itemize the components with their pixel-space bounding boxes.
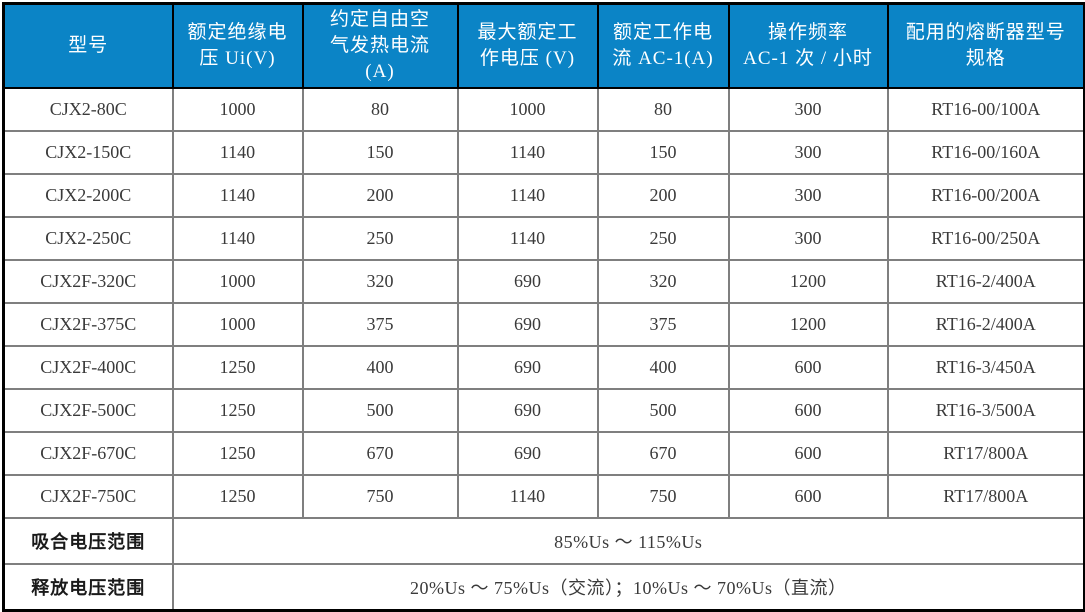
insulation-voltage-cell: 1250 <box>171 345 304 390</box>
thermal-current-cell: 400 <box>301 345 459 390</box>
fuse-spec-cell: RT16-3/450A <box>886 345 1085 390</box>
operation-frequency-cell: 300 <box>727 216 889 261</box>
max-working-voltage-cell: 690 <box>456 388 599 433</box>
table-row: CJX2F-750C 1250 750 1140 750 600 RT17/80… <box>2 474 1085 519</box>
fuse-spec-cell: RT16-00/100A <box>886 87 1085 132</box>
operation-frequency-cell: 300 <box>727 130 889 175</box>
pickup-voltage-value: 85%Us ～ 115%Us <box>171 517 1085 565</box>
working-current-cell: 150 <box>596 130 730 175</box>
operation-frequency-cell: 600 <box>727 345 889 390</box>
fuse-spec-cell: RT16-00/160A <box>886 130 1085 175</box>
thermal-current-cell: 500 <box>301 388 459 433</box>
max-working-voltage-cell: 690 <box>456 259 599 304</box>
thermal-current-cell: 670 <box>301 431 459 476</box>
insulation-voltage-cell: 1250 <box>171 474 304 519</box>
operation-frequency-cell: 300 <box>727 173 889 218</box>
fuse-spec-cell: RT17/800A <box>886 431 1085 476</box>
thermal-current-cell: 320 <box>301 259 459 304</box>
model-cell: CJX2F-375C <box>2 302 174 347</box>
column-header-model: 型号 <box>2 2 174 89</box>
model-cell: CJX2F-750C <box>2 474 174 519</box>
table-row: CJX2F-500C 1250 500 690 500 600 RT16-3/5… <box>2 388 1085 433</box>
insulation-voltage-cell: 1140 <box>171 130 304 175</box>
column-header-insulation-voltage: 额定绝缘电 压 Ui(V) <box>171 2 304 89</box>
column-header-fuse-spec: 配用的熔断器型号 规格 <box>886 2 1085 89</box>
working-current-cell: 670 <box>596 431 730 476</box>
insulation-voltage-cell: 1250 <box>171 388 304 433</box>
table-row: CJX2-80C 1000 80 1000 80 300 RT16-00/100… <box>2 87 1085 132</box>
table-row: CJX2F-400C 1250 400 690 400 600 RT16-3/4… <box>2 345 1085 390</box>
table-row: CJX2-200C 1140 200 1140 200 300 RT16-00/… <box>2 173 1085 218</box>
release-voltage-value: 20%Us ～ 75%Us（交流）；10%Us ～ 70%Us（直流） <box>171 563 1085 611</box>
max-working-voltage-cell: 1000 <box>456 87 599 132</box>
working-current-cell: 80 <box>596 87 730 132</box>
fuse-spec-cell: RT16-00/200A <box>886 173 1085 218</box>
insulation-voltage-cell: 1000 <box>171 302 304 347</box>
working-current-cell: 750 <box>596 474 730 519</box>
footer-row-release-voltage: 释放电压范围 20%Us ～ 75%Us（交流）；10%Us ～ 70%Us（直… <box>2 563 1085 611</box>
release-voltage-label: 释放电压范围 <box>2 563 174 611</box>
insulation-voltage-cell: 1140 <box>171 173 304 218</box>
max-working-voltage-cell: 1140 <box>456 173 599 218</box>
working-current-cell: 375 <box>596 302 730 347</box>
model-cell: CJX2-200C <box>2 173 174 218</box>
insulation-voltage-cell: 1000 <box>171 259 304 304</box>
header-row: 型号 额定绝缘电 压 Ui(V) 约定自由空 气发热电流 (A) 最大额定工 作… <box>2 2 1085 89</box>
thermal-current-cell: 750 <box>301 474 459 519</box>
fuse-spec-cell: RT16-3/500A <box>886 388 1085 433</box>
fuse-spec-cell: RT16-00/250A <box>886 216 1085 261</box>
working-current-cell: 400 <box>596 345 730 390</box>
column-header-thermal-current: 约定自由空 气发热电流 (A) <box>301 2 459 89</box>
working-current-cell: 500 <box>596 388 730 433</box>
insulation-voltage-cell: 1250 <box>171 431 304 476</box>
operation-frequency-cell: 600 <box>727 431 889 476</box>
table-row: CJX2-150C 1140 150 1140 150 300 RT16-00/… <box>2 130 1085 175</box>
table-row: CJX2F-375C 1000 375 690 375 1200 RT16-2/… <box>2 302 1085 347</box>
operation-frequency-cell: 300 <box>727 87 889 132</box>
pickup-voltage-label: 吸合电压范围 <box>2 517 174 565</box>
thermal-current-cell: 200 <box>301 173 459 218</box>
operation-frequency-cell: 1200 <box>727 302 889 347</box>
model-cell: CJX2F-320C <box>2 259 174 304</box>
max-working-voltage-cell: 690 <box>456 431 599 476</box>
working-current-cell: 200 <box>596 173 730 218</box>
operation-frequency-cell: 1200 <box>727 259 889 304</box>
insulation-voltage-cell: 1140 <box>171 216 304 261</box>
footer-row-pickup-voltage: 吸合电压范围 85%Us ～ 115%Us <box>2 517 1085 565</box>
thermal-current-cell: 80 <box>301 87 459 132</box>
column-header-max-working-voltage: 最大额定工 作电压 (V) <box>456 2 599 89</box>
model-cell: CJX2-150C <box>2 130 174 175</box>
max-working-voltage-cell: 690 <box>456 302 599 347</box>
model-cell: CJX2-250C <box>2 216 174 261</box>
thermal-current-cell: 375 <box>301 302 459 347</box>
thermal-current-cell: 150 <box>301 130 459 175</box>
operation-frequency-cell: 600 <box>727 388 889 433</box>
max-working-voltage-cell: 1140 <box>456 130 599 175</box>
model-cell: CJX2-80C <box>2 87 174 132</box>
model-cell: CJX2F-400C <box>2 345 174 390</box>
working-current-cell: 320 <box>596 259 730 304</box>
working-current-cell: 250 <box>596 216 730 261</box>
max-working-voltage-cell: 1140 <box>456 216 599 261</box>
column-header-working-current: 额定工作电 流 AC-1(A) <box>596 2 730 89</box>
model-cell: CJX2F-670C <box>2 431 174 476</box>
model-cell: CJX2F-500C <box>2 388 174 433</box>
table-row: CJX2-250C 1140 250 1140 250 300 RT16-00/… <box>2 216 1085 261</box>
fuse-spec-cell: RT17/800A <box>886 474 1085 519</box>
column-header-operation-frequency: 操作频率 AC-1 次 / 小时 <box>727 2 889 89</box>
fuse-spec-cell: RT16-2/400A <box>886 259 1085 304</box>
table-row: CJX2F-320C 1000 320 690 320 1200 RT16-2/… <box>2 259 1085 304</box>
operation-frequency-cell: 600 <box>727 474 889 519</box>
insulation-voltage-cell: 1000 <box>171 87 304 132</box>
max-working-voltage-cell: 1140 <box>456 474 599 519</box>
max-working-voltage-cell: 690 <box>456 345 599 390</box>
thermal-current-cell: 250 <box>301 216 459 261</box>
table-row: CJX2F-670C 1250 670 690 670 600 RT17/800… <box>2 431 1085 476</box>
fuse-spec-cell: RT16-2/400A <box>886 302 1085 347</box>
